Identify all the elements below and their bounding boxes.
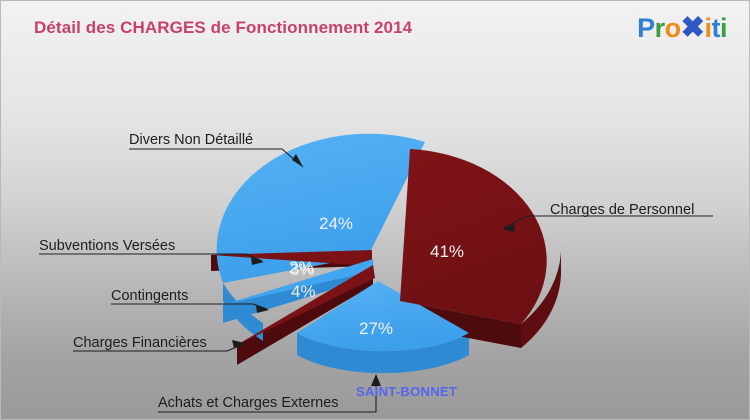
leader-arrowheads [232, 154, 515, 386]
pie-chart: Divers Non Détaillé Subventions Versées … [1, 53, 749, 419]
leader-personnel [503, 215, 713, 229]
value-divers: 24% [319, 214, 354, 233]
label-divers: Divers Non Détaillé [129, 132, 254, 148]
slice-achats [297, 281, 469, 352]
value-charges-financieres: 2% [289, 258, 314, 277]
slice-subventions [211, 250, 372, 266]
leader-achats [158, 376, 377, 413]
label-subventions: Subventions Versées [39, 238, 176, 254]
slice-divers [216, 133, 425, 283]
logo-letter-o: o [664, 13, 682, 43]
label-achats: Achats et Charges Externes [158, 395, 339, 411]
slice-personnel [400, 149, 547, 324]
logo-letter-x-icon: ✖ [680, 12, 705, 44]
arrow-divers-icon [292, 154, 303, 167]
arrow-personnel-icon [502, 224, 515, 232]
arrow-contingents-icon [256, 305, 269, 313]
leader-charges-financieres [73, 343, 245, 352]
label-contingents: Contingents [111, 288, 189, 304]
commune-name: SAINT-BONNET [356, 384, 458, 399]
value-subventions: 3% [290, 260, 315, 279]
slice-depth-achats [297, 333, 469, 374]
label-personnel: Charges de Personnel [550, 202, 695, 218]
arrow-charges-financieres-icon [232, 340, 245, 348]
value-achats: 27% [359, 319, 394, 338]
pie-chart-svg [39, 133, 713, 413]
value-contingents: 4% [291, 282, 316, 301]
label-charges-financieres: Charges Financières [73, 335, 207, 351]
logo-letter-r: r [654, 13, 666, 43]
slice-depth-divers [223, 283, 263, 341]
arrow-subventions-icon [251, 257, 264, 265]
proxiti-logo[interactable]: Pro✖iti [637, 14, 727, 43]
page-title: Détail des CHARGES de Fonctionnement 201… [34, 18, 413, 37]
slice-charges-financieres [237, 265, 375, 345]
slice-contingents [223, 259, 374, 305]
leader-subventions [39, 253, 263, 262]
leader-contingents [111, 303, 268, 310]
logo-letter-p: P [637, 13, 655, 43]
logo-letter-i: i [704, 13, 712, 43]
logo-letter-i2: i [719, 13, 728, 43]
value-personnel: 41% [430, 242, 465, 261]
arrow-achats-icon [371, 374, 381, 386]
logo-letter-t: t [711, 13, 720, 43]
